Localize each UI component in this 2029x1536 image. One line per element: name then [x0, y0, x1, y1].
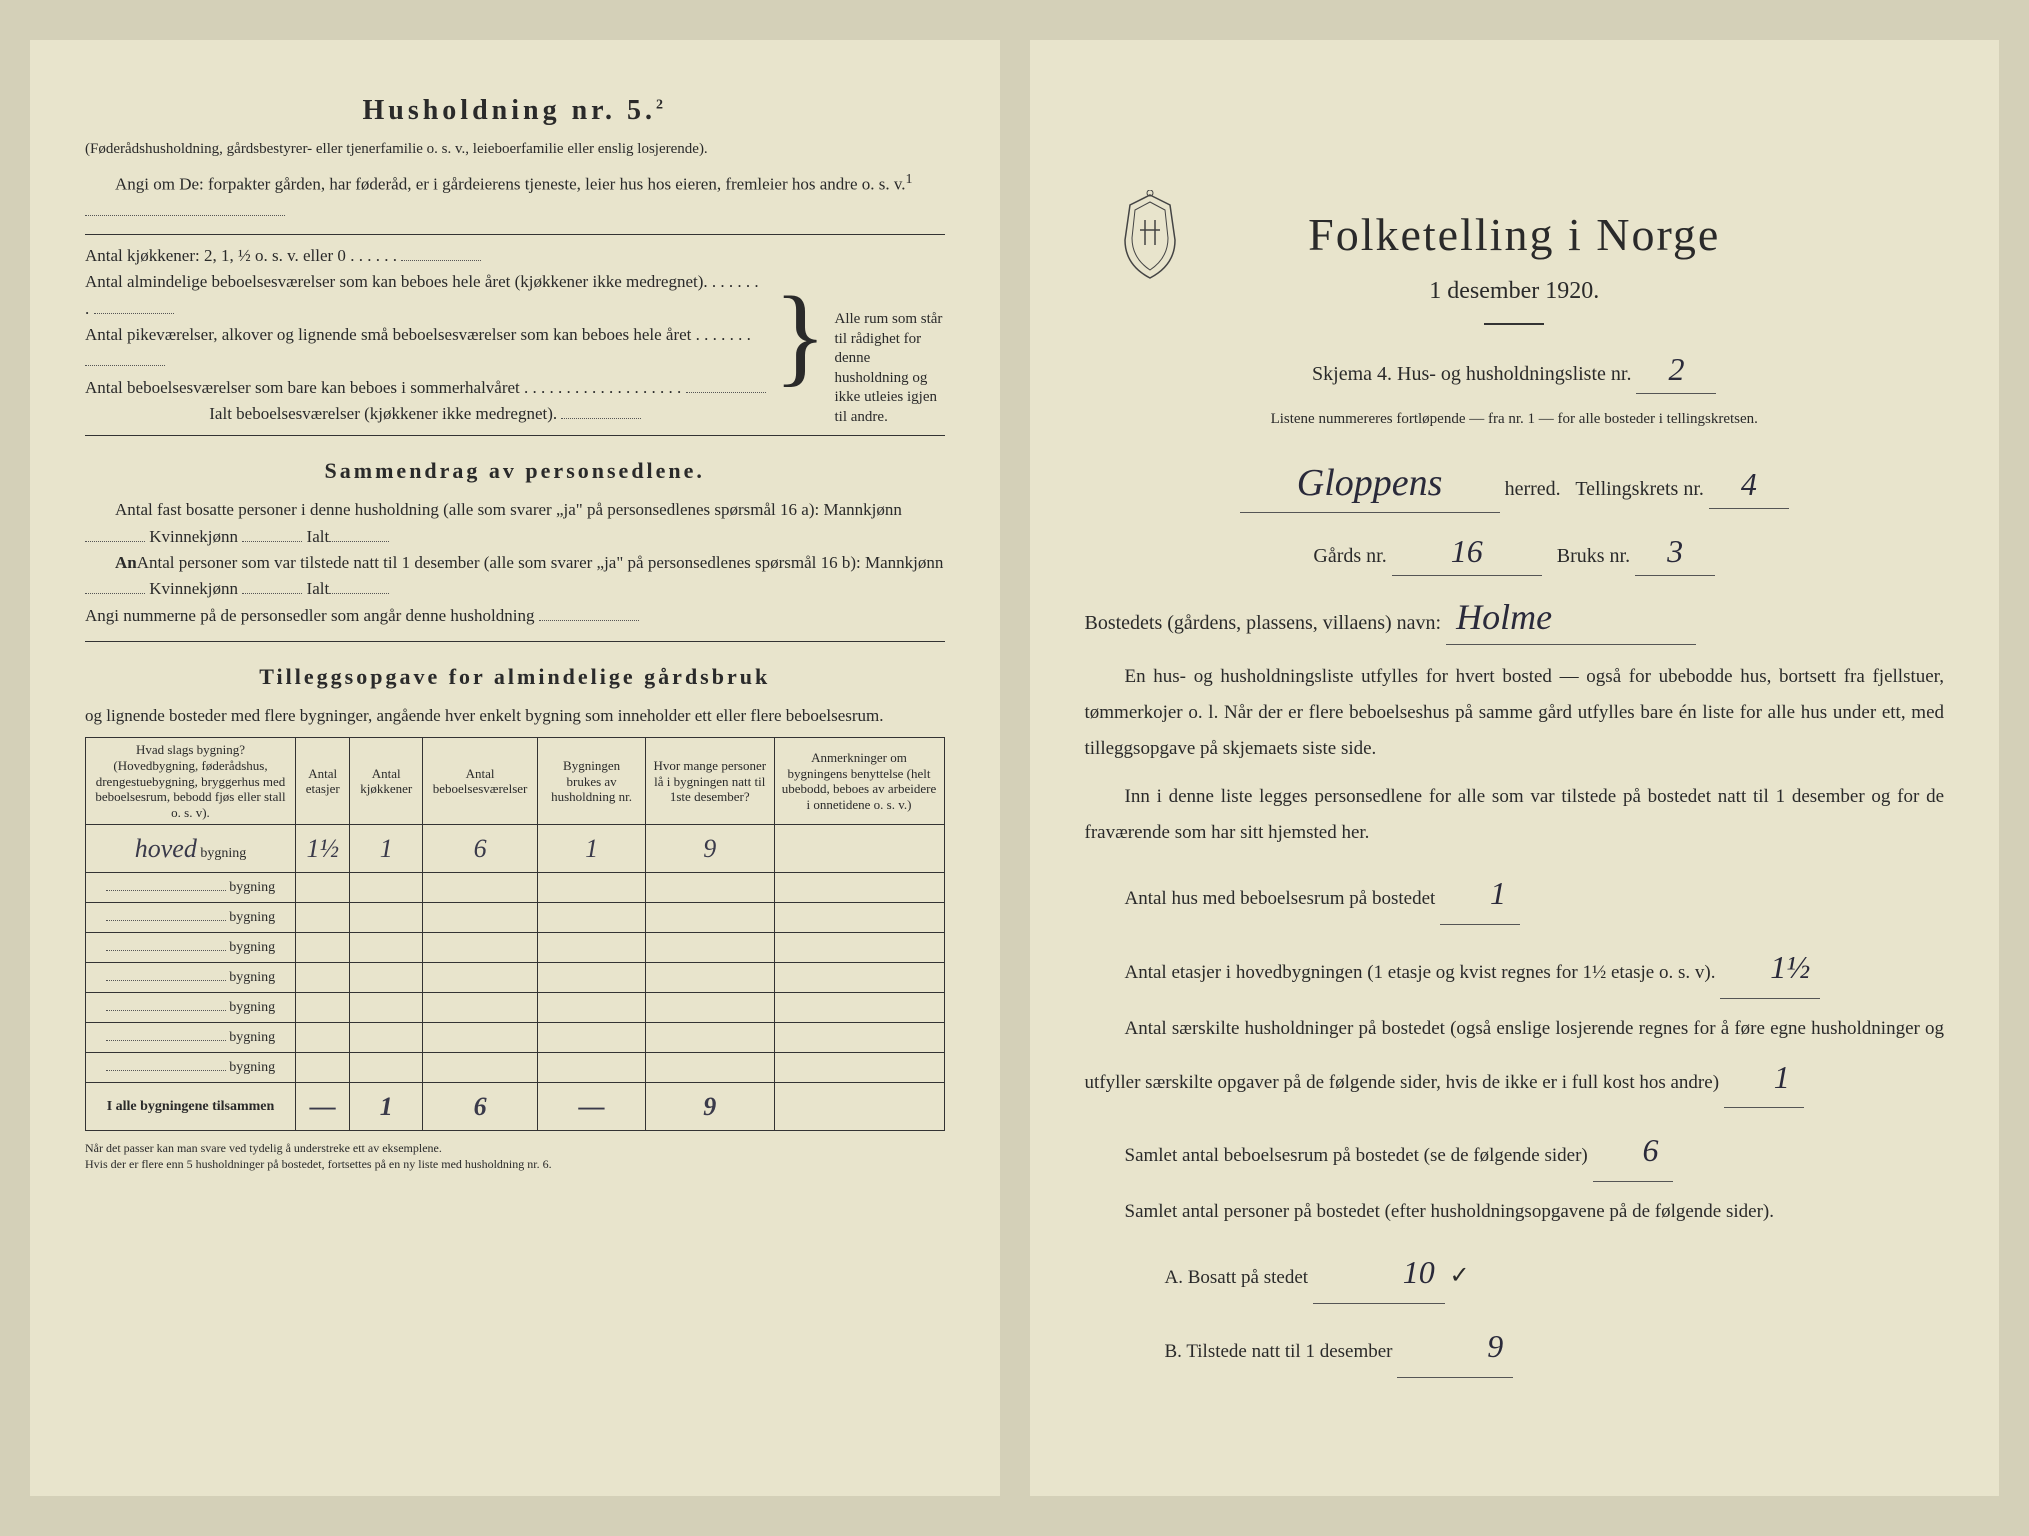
th-0: Hvad slags bygning? (Hovedbygning, føder…	[86, 738, 296, 825]
th-6: Anmerkninger om bygningens benyttelse (h…	[774, 738, 944, 825]
q5: Samlet antal personer på bostedet (efter…	[1085, 1194, 1945, 1230]
tillegg-sub: og lignende bosteder med flere bygninger…	[85, 703, 945, 729]
skjema-line: Skjema 4. Hus- og husholdningsliste nr. …	[1085, 345, 1945, 394]
th-3: Antal beboelsesværelser	[423, 738, 538, 825]
crest-icon	[1115, 190, 1185, 280]
kjokken-line: Antal kjøkkener: 2, 1, ½ o. s. v. eller …	[85, 243, 766, 269]
para1: En hus- og husholdningsliste utfylles fo…	[1085, 659, 1945, 767]
brace-icon: }	[774, 291, 827, 379]
gards-line: Gårds nr. 16 Bruks nr. 3	[1085, 527, 1945, 576]
listene: Listene nummereres fortløpende — fra nr.…	[1085, 408, 1945, 431]
table-row: bygning	[86, 1053, 945, 1083]
tillegg-title: Tilleggsopgave for almindelige gårdsbruk	[85, 660, 945, 693]
line-1: Antal almindelige beboelsesværelser som …	[85, 269, 766, 322]
angi-num: Angi nummerne på de personsedler som ang…	[85, 603, 945, 629]
sammendrag-p2: AnAntal personer som var tilstede natt t…	[85, 550, 945, 603]
line-3: Antal beboelsesværelser som bare kan beb…	[85, 375, 766, 401]
th-4: Bygningen brukes av husholdning nr.	[538, 738, 646, 825]
date: 1 desember 1920.	[1085, 273, 1945, 309]
qA: A. Bosatt på stedet 10 ✓	[1085, 1242, 1945, 1304]
q1: Antal hus med beboelsesrum på bostedet 1	[1085, 863, 1945, 925]
table-row: bygning	[86, 963, 945, 993]
q2: Antal etasjer i hovedbygningen (1 etasje…	[1085, 937, 1945, 999]
sammendrag-p1: Antal fast bosatte personer i denne hush…	[85, 497, 945, 550]
table-header-row: Hvad slags bygning? (Hovedbygning, føder…	[86, 738, 945, 825]
main-title: Folketelling i Norge	[1085, 200, 1945, 269]
herred-line: Gloppens herred. Tellingskrets nr. 4	[1085, 455, 1945, 513]
husholdning-sub: (Føderådshusholdning, gårdsbestyrer- ell…	[85, 138, 945, 161]
table-row: bygning	[86, 933, 945, 963]
ialt-line: Ialt beboelsesværelser (kjøkkener ikke m…	[85, 401, 766, 427]
divider	[1484, 323, 1544, 325]
table-row: bygning	[86, 1023, 945, 1053]
th-2: Antal kjøkkener	[350, 738, 423, 825]
table-row: bygning	[86, 873, 945, 903]
total-row: I alle bygningene tilsammen — 1 6 — 9	[86, 1083, 945, 1131]
right-page: Folketelling i Norge 1 desember 1920. Sk…	[1030, 40, 2000, 1496]
husholdning-title: Husholdning nr. 5.2	[85, 90, 945, 132]
qB: B. Tilstede natt til 1 desember 9	[1085, 1316, 1945, 1378]
para2: Inn i denne liste legges personsedlene f…	[1085, 779, 1945, 851]
th-5: Hvor mange personer lå i bygningen natt …	[646, 738, 774, 825]
sammendrag-title: Sammendrag av personsedlene.	[85, 454, 945, 487]
left-page: Husholdning nr. 5.2 (Føderådshusholdning…	[30, 40, 1000, 1496]
footnote: Når det passer kan man svare ved tydelig…	[85, 1141, 945, 1172]
q4: Samlet antal beboelsesrum på bostedet (s…	[1085, 1120, 1945, 1182]
q3: Antal særskilte husholdninger på bostede…	[1085, 1011, 1945, 1109]
table-row: bygning	[86, 903, 945, 933]
angi-text: Angi om De: forpakter gården, har føderå…	[85, 169, 945, 224]
th-1: Antal etasjer	[296, 738, 350, 825]
buildings-table: Hvad slags bygning? (Hovedbygning, føder…	[85, 737, 945, 1131]
bosted-line: Bostedets (gårdens, plassens, villaens) …	[1085, 590, 1945, 645]
line-2: Antal pikeværelser, alkover og lignende …	[85, 322, 766, 375]
bracket-text: Alle rum som står til rådighet for denne…	[835, 310, 945, 427]
table-row: bygning	[86, 993, 945, 1023]
table-row: hoved bygning1½1619	[86, 825, 945, 873]
